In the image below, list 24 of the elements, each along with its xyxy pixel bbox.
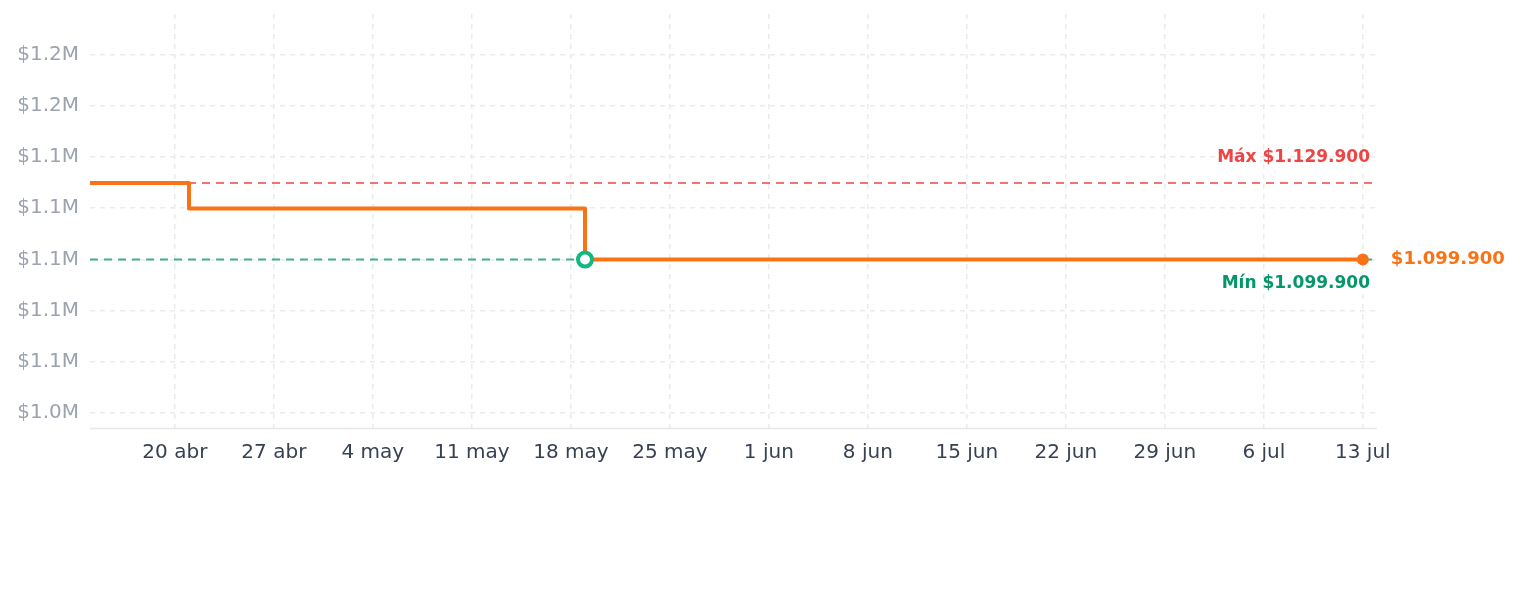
- x-tick-label: 13 jul: [1335, 439, 1391, 464]
- x-tick-label: 22 jun: [1034, 439, 1098, 464]
- x-tick-label: 25 may: [632, 439, 708, 464]
- y-tick-label: $1.1M: [17, 194, 79, 219]
- y-tick-label: $1.0M: [17, 398, 79, 423]
- x-tick-label: 18 may: [533, 439, 609, 464]
- x-tick-label: 4 may: [341, 439, 405, 464]
- ref-line-label: Mín $1.099.900: [1221, 272, 1371, 293]
- x-tick-label: 1 jun: [743, 439, 794, 464]
- x-tick-label: 29 jun: [1133, 439, 1197, 464]
- y-tick-label: $1.1M: [17, 296, 79, 321]
- y-tick-label: $1.2M: [17, 92, 79, 117]
- x-tick-label: 6 jul: [1242, 439, 1286, 464]
- x-tick-label: 11 may: [434, 439, 510, 464]
- x-tick-label: 15 jun: [935, 439, 999, 464]
- annotation: $1.099.900: [1390, 247, 1505, 269]
- y-tick-label: $1.1M: [17, 245, 79, 270]
- x-tick-label: 27 abr: [241, 439, 308, 464]
- x-tick-label: 8 jun: [842, 439, 893, 464]
- x-tick-label: 20 abr: [142, 439, 209, 464]
- y-tick-label: $1.2M: [17, 41, 79, 66]
- y-tick-label: $1.1M: [17, 143, 79, 168]
- y-tick-label: $1.1M: [17, 347, 79, 372]
- ref-line-label: Máx $1.129.900: [1217, 146, 1371, 167]
